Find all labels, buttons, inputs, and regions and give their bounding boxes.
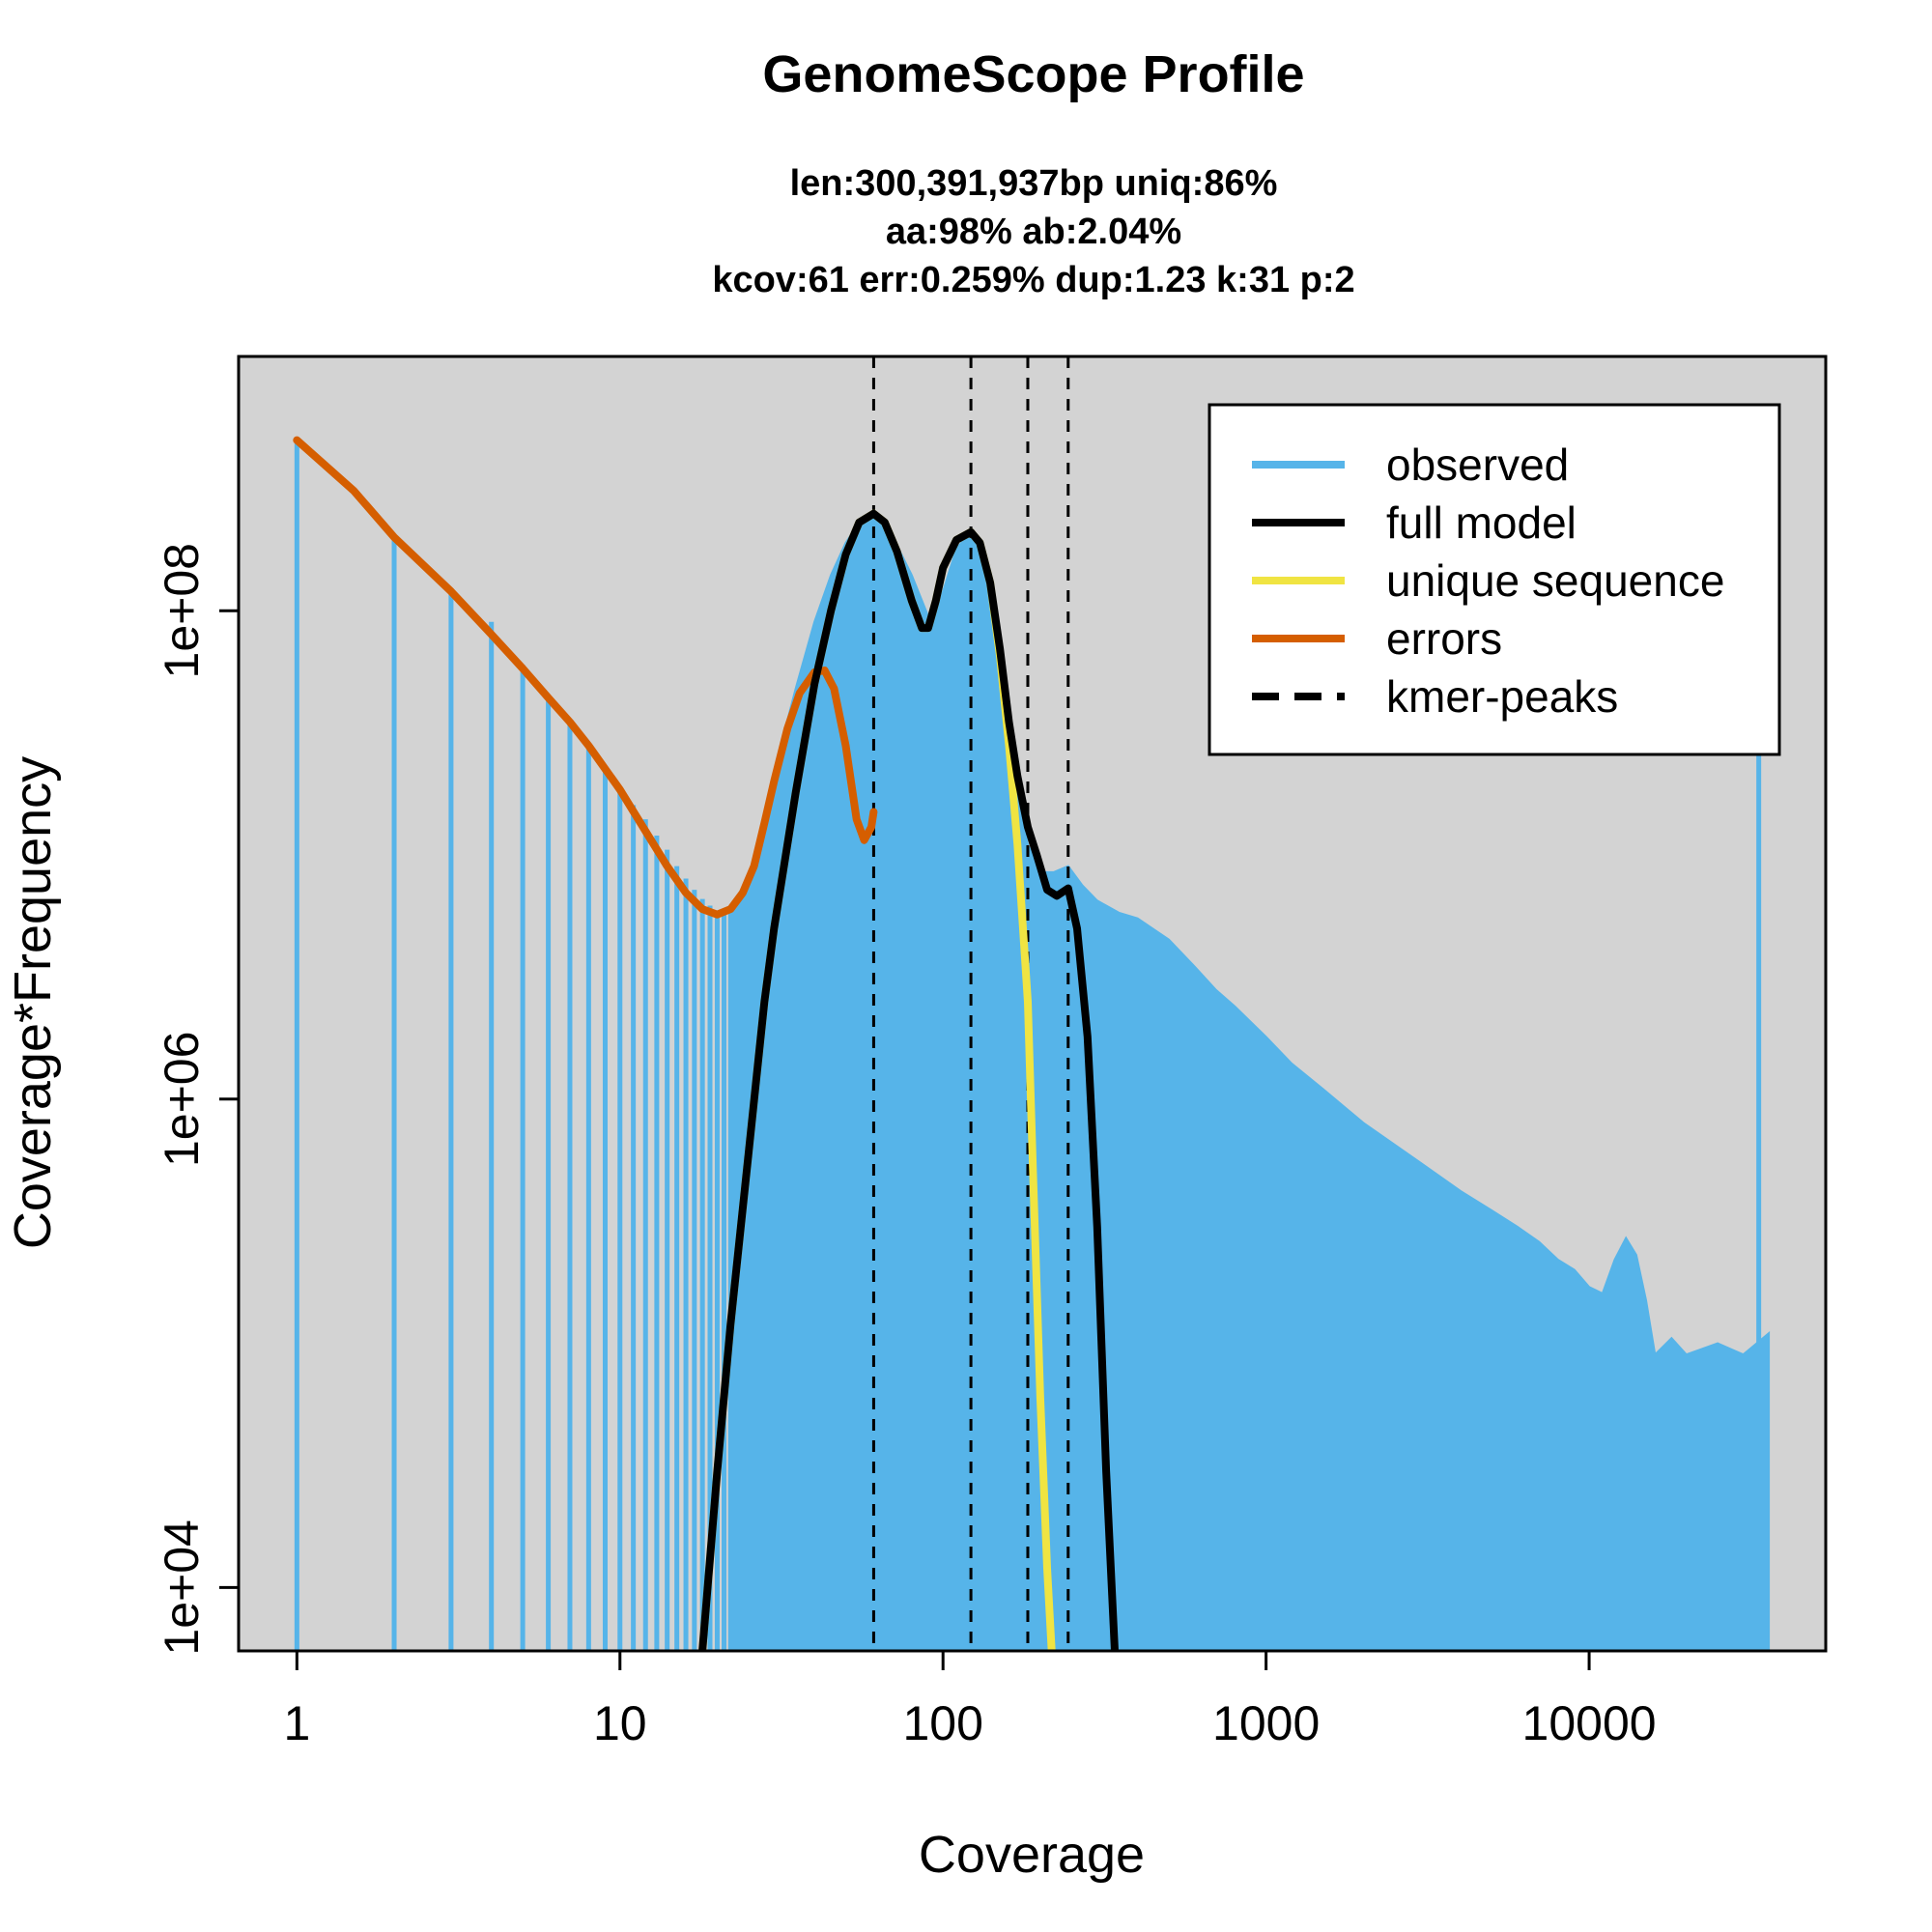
y-tick-label: 1e+08 [155,543,209,678]
full-model-line [698,509,1119,1651]
legend-label: unique sequence [1386,555,1724,606]
chart-subtitle-line-2: aa:98% ab:2.04% [886,212,1181,252]
chart-subtitle-line-1: len:300,391,937bp uniq:86% [790,163,1278,204]
legend-entries: observed full model unique sequence errors k… [1252,440,1724,722]
plot-marks [293,356,1771,1651]
chart-title: GenomeScope Profile [762,45,1304,103]
errors-line [293,436,878,919]
x-tick-label: 1 [283,1696,310,1750]
x-tick-label: 10 [593,1696,647,1750]
legend-label: errors [1386,613,1502,664]
x-tick-label: 10000 [1522,1696,1657,1750]
legend: observed full model unique sequence errors k… [1208,403,1781,756]
observed-bars [294,440,733,1651]
legend-label: kmer-peaks [1386,671,1618,722]
x-axis: 1 10 100 1000 10000 [283,1649,1657,1750]
y-axis-label: Coverage*Frequency [4,756,62,1249]
chart-subtitle-line-3: kcov:61 err:0.259% dup:1.23 k:31 p:2 [712,260,1354,300]
legend-label: observed [1386,440,1569,490]
x-axis-label: Coverage [919,1826,1145,1884]
x-tick-label: 1000 [1212,1696,1320,1750]
y-tick-label: 1e+04 [155,1520,209,1655]
x-tick-label: 100 [902,1696,982,1750]
y-tick-label: 1e+06 [155,1032,209,1167]
y-axis: 1e+04 1e+06 1e+08 [155,543,241,1656]
legend-label: full model [1386,497,1577,548]
